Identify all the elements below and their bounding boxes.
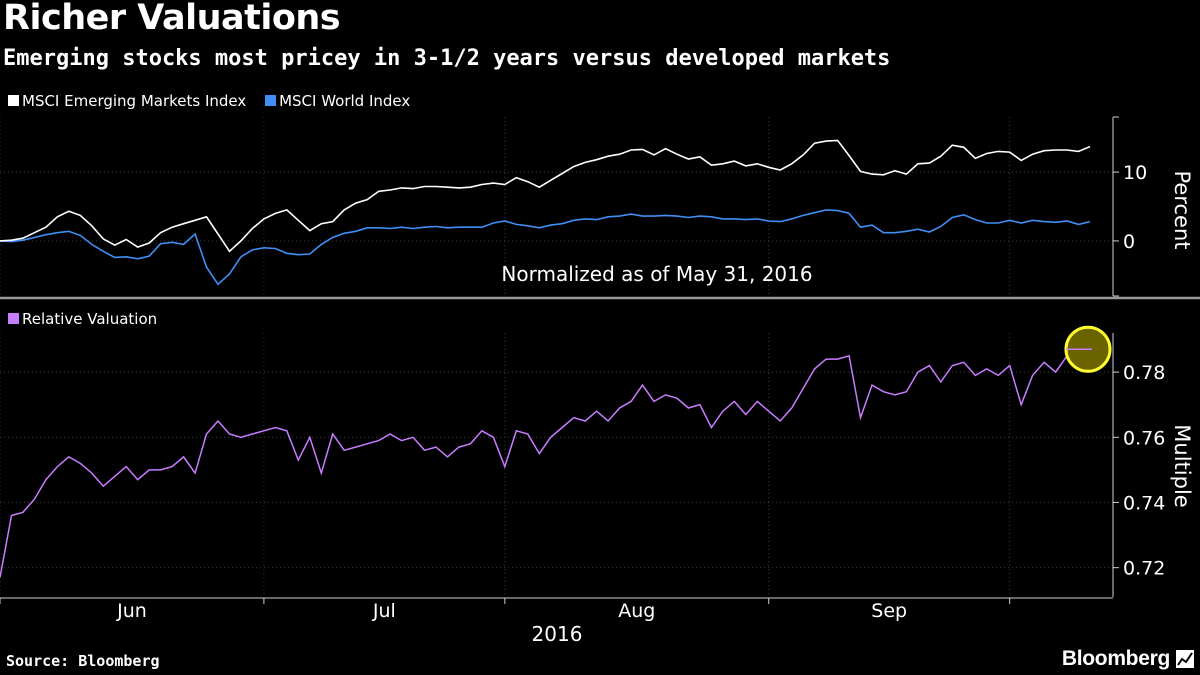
legend-label-world: MSCI World Index — [279, 92, 411, 110]
bottom-y-axis-label: Multiple — [1170, 424, 1194, 507]
legend-item-world: MSCI World Index — [265, 92, 410, 110]
legend-item-em: MSCI Emerging Markets Index — [8, 92, 246, 110]
series-line — [0, 209, 1091, 286]
x-ticks: Jun Jul Aug Sep — [116, 600, 907, 622]
grid — [0, 117, 1113, 604]
x-tick-label: Jun — [116, 600, 147, 622]
legend-swatch-em — [8, 95, 19, 106]
legend-label-relative: Relative Valuation — [22, 310, 158, 328]
y-tick-label: 0.72 — [1123, 558, 1165, 580]
series-line — [0, 139, 1091, 253]
x-tick-label: Aug — [618, 600, 655, 622]
legend-item-relative: Relative Valuation — [8, 310, 157, 328]
top-y-axis-label: Percent — [1170, 170, 1194, 249]
y-tick-label: 0.78 — [1123, 362, 1165, 384]
brand-chart-icon — [1176, 650, 1194, 668]
y-tick-label: 0.74 — [1123, 492, 1165, 514]
y-tick-label: 0 — [1123, 231, 1135, 253]
series-line — [0, 348, 1090, 578]
bottom-legend: Relative Valuation — [8, 310, 171, 328]
brand-logo: Bloomberg — [1061, 647, 1170, 670]
y-tick-label: 0.76 — [1123, 427, 1165, 449]
source-note: Source: Bloomberg — [6, 652, 160, 670]
x-tick-label: Jul — [372, 600, 396, 622]
x-axis-year: 2016 — [532, 622, 583, 646]
legend-swatch-relative — [8, 313, 19, 324]
x-tick-label: Sep — [871, 600, 907, 622]
legend-label-em: MSCI Emerging Markets Index — [22, 92, 247, 110]
chart-title: Richer Valuations — [3, 0, 341, 38]
normalized-annotation: Normalized as of May 31, 2016 — [501, 262, 812, 286]
legend-swatch-world — [265, 95, 277, 106]
chart-subtitle: Emerging stocks most pricey in 3-1/2 yea… — [3, 46, 891, 71]
top-y-ticks: 0 10 — [1113, 116, 1147, 297]
top-legend: MSCI Emerging Markets Index MSCI World I… — [8, 92, 424, 110]
y-tick-label: 10 — [1123, 162, 1147, 184]
bottom-y-ticks: 0.72 0.74 0.76 0.78 — [1113, 362, 1165, 580]
series-lines — [0, 139, 1091, 578]
